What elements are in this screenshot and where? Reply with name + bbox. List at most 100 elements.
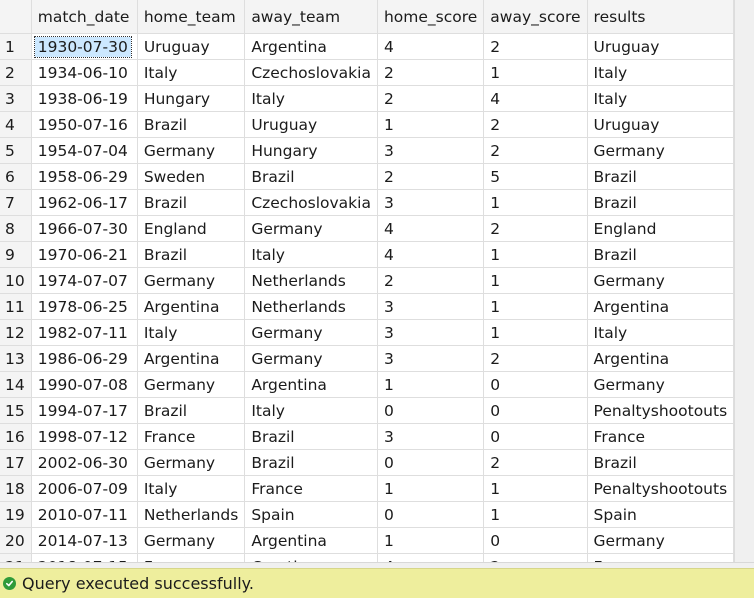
table-row[interactable]: 212018-07-15FranceCroatia42France: [0, 553, 734, 562]
row-number-cell[interactable]: 21: [0, 553, 32, 562]
match-date-cell[interactable]: 2018-07-15: [31, 553, 138, 562]
results-cell[interactable]: Germany: [587, 267, 734, 294]
table-row[interactable]: 12 1982-07-11 Italy Germany 3 1 Italy: [0, 319, 734, 346]
away-team-cell[interactable]: Czechoslovakia: [244, 189, 378, 216]
away-score-cell[interactable]: 0: [483, 423, 588, 450]
results-cell[interactable]: Penaltyshootouts: [587, 475, 734, 502]
home-score-cell[interactable]: 2: [377, 163, 485, 190]
home-team-cell[interactable]: Germany: [137, 371, 246, 398]
away-team-cell[interactable]: Spain: [244, 501, 378, 528]
column-header-match-date[interactable]: match_date: [31, 0, 138, 34]
match-date-cell[interactable]: 2006-07-09: [31, 475, 138, 502]
match-date-cell[interactable]: 1966-07-30: [31, 215, 138, 242]
row-number-cell[interactable]: 17: [0, 449, 32, 476]
home-score-cell[interactable]: 0: [377, 397, 485, 424]
home-team-cell[interactable]: Hungary: [137, 85, 246, 112]
away-team-cell[interactable]: Argentina: [244, 527, 378, 554]
results-cell[interactable]: Argentina: [587, 293, 734, 320]
away-team-cell[interactable]: Netherlands: [244, 267, 378, 294]
row-number-cell[interactable]: 14: [0, 371, 32, 398]
away-team-cell[interactable]: Italy: [244, 85, 378, 112]
table-row[interactable]: 4 1950-07-16 Brazil Uruguay 1 2 Uruguay: [0, 111, 734, 138]
table-row[interactable]: 1 1930-07-30 Uruguay Argentina 4 2 Uruguay: [0, 33, 734, 60]
row-number-cell[interactable]: 2: [0, 59, 32, 86]
results-cell[interactable]: Uruguay: [587, 111, 734, 138]
results-cell[interactable]: Brazil: [587, 449, 734, 476]
match-date-cell[interactable]: 1986-06-29: [31, 345, 138, 372]
table-row[interactable]: 18 2006-07-09 Italy France 1 1 Penaltyshootout…: [0, 475, 734, 502]
results-cell[interactable]: Uruguay: [587, 33, 734, 60]
away-score-cell[interactable]: 1: [483, 501, 588, 528]
table-row[interactable]: 6 1958-06-29 Sweden Brazil 2 5 Brazil: [0, 163, 734, 190]
results-cell[interactable]: Penaltyshootouts: [587, 397, 734, 424]
results-cell[interactable]: Italy: [587, 85, 734, 112]
away-score-cell[interactable]: 1: [483, 319, 588, 346]
away-team-cell[interactable]: Czechoslovakia: [244, 59, 378, 86]
home-team-cell[interactable]: Italy: [137, 59, 246, 86]
home-score-cell[interactable]: 2: [377, 85, 485, 112]
home-team-cell[interactable]: Germany: [137, 137, 246, 164]
match-date-cell[interactable]: 1970-06-21: [31, 241, 138, 268]
home-team-cell[interactable]: Brazil: [137, 397, 246, 424]
home-score-cell[interactable]: 3: [377, 137, 485, 164]
table-row[interactable]: 11 1978-06-25 Argentina Netherlands 3 1 Argent…: [0, 293, 734, 320]
away-score-cell[interactable]: 1: [483, 267, 588, 294]
match-date-cell[interactable]: 1930-07-30: [31, 33, 138, 60]
away-team-cell[interactable]: Germany: [244, 319, 378, 346]
match-date-cell[interactable]: 1954-07-04: [31, 137, 138, 164]
away-score-cell[interactable]: 2: [483, 345, 588, 372]
away-team-cell[interactable]: Italy: [244, 241, 378, 268]
home-team-cell[interactable]: France: [137, 553, 246, 562]
match-date-cell[interactable]: 1958-06-29: [31, 163, 138, 190]
away-team-cell[interactable]: Brazil: [244, 163, 378, 190]
results-cell[interactable]: Germany: [587, 137, 734, 164]
home-score-cell[interactable]: 3: [377, 423, 485, 450]
away-score-cell[interactable]: 2: [483, 111, 588, 138]
row-number-cell[interactable]: 20: [0, 527, 32, 554]
table-row[interactable]: 3 1938-06-19 Hungary Italy 2 4 Italy: [0, 85, 734, 112]
home-score-cell[interactable]: 3: [377, 319, 485, 346]
away-team-cell[interactable]: Uruguay: [244, 111, 378, 138]
results-cell[interactable]: Argentina: [587, 345, 734, 372]
results-grid[interactable]: match_date home_team away_team home_scor…: [0, 0, 734, 562]
table-row[interactable]: 2 1934-06-10 Italy Czechoslovakia 2 1 Italy: [0, 59, 734, 86]
row-number-cell[interactable]: 16: [0, 423, 32, 450]
match-date-cell[interactable]: 1994-07-17: [31, 397, 138, 424]
table-row[interactable]: 19 2010-07-11 Netherlands Spain 0 1 Spain: [0, 501, 734, 528]
away-score-cell[interactable]: 2: [483, 449, 588, 476]
row-number-cell[interactable]: 7: [0, 189, 32, 216]
results-cell[interactable]: Spain: [587, 501, 734, 528]
row-number-cell[interactable]: 18: [0, 475, 32, 502]
home-score-cell[interactable]: 1: [377, 527, 485, 554]
results-cell[interactable]: Italy: [587, 319, 734, 346]
away-team-cell[interactable]: Brazil: [244, 449, 378, 476]
results-cell[interactable]: Germany: [587, 527, 734, 554]
match-date-cell[interactable]: 1950-07-16: [31, 111, 138, 138]
row-number-cell[interactable]: 1: [0, 33, 32, 60]
home-team-cell[interactable]: England: [137, 215, 246, 242]
row-number-cell[interactable]: 9: [0, 241, 32, 268]
row-number-cell[interactable]: 12: [0, 319, 32, 346]
results-cell[interactable]: France: [587, 423, 734, 450]
home-team-cell[interactable]: Netherlands: [137, 501, 246, 528]
match-date-cell[interactable]: 1978-06-25: [31, 293, 138, 320]
row-number-cell[interactable]: 13: [0, 345, 32, 372]
table-row[interactable]: 10 1974-07-07 Germany Netherlands 2 1 Germany: [0, 267, 734, 294]
results-cell[interactable]: Germany: [587, 371, 734, 398]
away-team-cell[interactable]: Hungary: [244, 137, 378, 164]
home-team-cell[interactable]: Germany: [137, 527, 246, 554]
away-score-cell[interactable]: 2: [483, 215, 588, 242]
away-score-cell[interactable]: 1: [483, 293, 588, 320]
table-row[interactable]: 17 2002-06-30 Germany Brazil 0 2 Brazil: [0, 449, 734, 476]
home-score-cell[interactable]: 3: [377, 345, 485, 372]
results-cell[interactable]: Brazil: [587, 241, 734, 268]
away-score-cell[interactable]: 1: [483, 241, 588, 268]
column-header-away-team[interactable]: away_team: [244, 0, 378, 34]
away-score-cell[interactable]: 1: [483, 59, 588, 86]
table-row[interactable]: 13 1986-06-29 Argentina Germany 3 2 Argentina: [0, 345, 734, 372]
match-date-cell[interactable]: 2014-07-13: [31, 527, 138, 554]
column-header-home-team[interactable]: home_team: [137, 0, 246, 34]
results-cell[interactable]: Italy: [587, 59, 734, 86]
row-number-cell[interactable]: 15: [0, 397, 32, 424]
home-team-cell[interactable]: Uruguay: [137, 33, 246, 60]
